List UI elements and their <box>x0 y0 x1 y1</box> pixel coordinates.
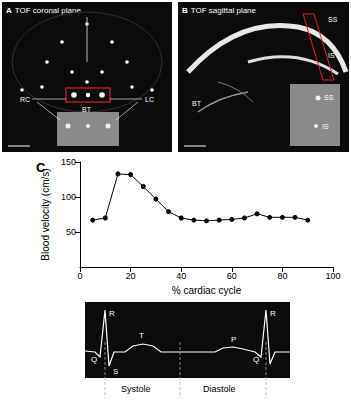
svg-text:80: 80 <box>277 271 287 281</box>
svg-text:R: R <box>109 309 115 318</box>
svg-text:Q: Q <box>91 355 97 364</box>
html-text:C: C <box>36 160 46 175</box>
svg-text:% cardiac cycle: % cardiac cycle <box>172 285 242 296</box>
svg-text:BT: BT <box>82 106 92 113</box>
svg-text:IS: IS <box>328 52 335 59</box>
svg-text:20: 20 <box>126 271 136 281</box>
svg-text:40: 40 <box>176 271 186 281</box>
svg-text:0: 0 <box>77 271 82 281</box>
svg-text:R: R <box>270 309 276 318</box>
svg-text:IS: IS <box>322 123 329 130</box>
svg-text:SS: SS <box>324 94 334 101</box>
html-text:A TOF coronal plane: A TOF coronal plane <box>6 6 81 15</box>
svg-text:LC: LC <box>145 96 154 103</box>
svg-text:150: 150 <box>61 157 76 167</box>
svg-text:T: T <box>139 331 144 340</box>
svg-text:50: 50 <box>66 227 76 237</box>
svg-text:RC: RC <box>20 96 30 103</box>
svg-text:S: S <box>113 367 118 376</box>
svg-text:BTOF sagittal plane: BTOF sagittal plane <box>182 6 257 15</box>
svg-text:P: P <box>231 335 236 344</box>
svg-text:100: 100 <box>325 271 340 281</box>
svg-text:BT: BT <box>192 100 202 107</box>
svg-text:Systole: Systole <box>121 384 151 394</box>
svg-text:Blood velocity (cm/s): Blood velocity (cm/s) <box>40 168 51 260</box>
svg-text:Q: Q <box>253 355 259 364</box>
svg-text:60: 60 <box>227 271 237 281</box>
svg-text:Diastole: Diastole <box>203 384 236 394</box>
svg-text:SS: SS <box>328 16 338 23</box>
svg-text:100: 100 <box>61 192 76 202</box>
